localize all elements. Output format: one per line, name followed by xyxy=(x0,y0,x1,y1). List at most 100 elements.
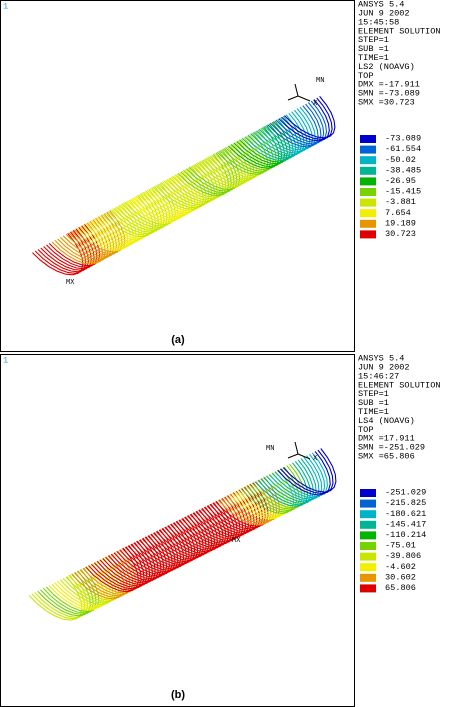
legend-value: -61.554 xyxy=(385,144,421,154)
fiber-line xyxy=(257,460,312,506)
info-line: JUN 9 2002 xyxy=(358,8,410,18)
fiber-line xyxy=(40,570,94,615)
legend-value: -251.029 xyxy=(385,488,426,498)
fiber-line xyxy=(122,529,176,574)
fiber-line xyxy=(93,543,148,588)
triad-axis xyxy=(297,95,311,102)
fiber-line xyxy=(229,475,283,520)
fiber-line xyxy=(105,537,159,583)
fiber-line xyxy=(144,517,199,563)
legend-value: 65.806 xyxy=(385,583,416,593)
info-line: ELEMENT SOLUTION xyxy=(358,380,441,390)
legend-swatch xyxy=(360,198,376,207)
legend-swatch xyxy=(360,177,376,186)
fiber-line xyxy=(90,544,145,590)
fiber-line xyxy=(153,513,207,559)
legend-value: -15.415 xyxy=(385,187,421,197)
fiber-line xyxy=(74,553,128,598)
fiber-line xyxy=(195,492,249,537)
fiber-line xyxy=(37,571,91,617)
info-line: TIME=1 xyxy=(358,407,389,417)
axis-label: X xyxy=(313,455,318,463)
legend-swatch xyxy=(360,156,376,165)
legend-swatch xyxy=(360,219,376,228)
fiber-line xyxy=(220,479,275,524)
viewport-number: 1 xyxy=(3,356,8,366)
fiber-line xyxy=(31,574,86,620)
fiber-line xyxy=(261,108,314,151)
fiber-line xyxy=(203,488,258,533)
fiber-line xyxy=(54,563,108,608)
info-line: JUN 9 2002 xyxy=(358,362,410,372)
info-line: ELEMENT SOLUTION xyxy=(358,26,441,36)
fiber-line xyxy=(263,458,317,503)
fiber-line xyxy=(175,502,230,547)
fiber-line xyxy=(62,559,117,604)
info-line: LS4 (NOAVG) xyxy=(358,416,415,426)
fiber-line xyxy=(172,503,227,549)
max-label: MX xyxy=(66,279,75,287)
fiber-line xyxy=(186,496,241,542)
plot-frame xyxy=(0,0,355,352)
fiber-line xyxy=(284,96,336,139)
fiber-line xyxy=(215,482,269,527)
legend-swatch xyxy=(360,563,376,572)
fiber-line xyxy=(79,550,134,596)
fiber-line xyxy=(102,539,156,584)
fiber-line xyxy=(65,557,120,603)
fiber-line xyxy=(226,476,280,522)
fiber-line xyxy=(28,576,83,621)
fiber-line xyxy=(76,552,131,597)
fiber-line xyxy=(119,530,173,576)
fiber-line xyxy=(237,470,292,516)
legend-value: -26.95 xyxy=(385,176,416,186)
min-label: MN xyxy=(266,445,274,453)
info-line: 15:45:58 xyxy=(358,17,399,27)
fiber-line xyxy=(260,459,314,505)
fiber-line xyxy=(232,473,286,519)
fiber-line xyxy=(127,526,182,571)
fiber-line xyxy=(43,569,97,614)
info-line: ANSYS 5.4 xyxy=(358,0,404,10)
legend-swatch xyxy=(360,552,376,561)
legend-value: 19.189 xyxy=(385,218,416,228)
fiber-line xyxy=(124,527,179,573)
fiber-line xyxy=(141,519,196,564)
fiber-line xyxy=(198,490,252,536)
triad-axis xyxy=(294,83,299,97)
legend-swatch xyxy=(360,499,376,508)
fiber-line xyxy=(110,534,165,580)
fiber-line xyxy=(113,533,168,578)
fiber-line xyxy=(251,463,306,509)
fiber-line xyxy=(258,109,311,153)
fiber-line xyxy=(267,105,319,148)
fiber-line xyxy=(85,547,139,593)
fiber-line xyxy=(158,510,213,556)
axis-label: X xyxy=(313,100,318,108)
fiber-line xyxy=(68,556,122,601)
triad-axis xyxy=(297,453,311,460)
fiber-line xyxy=(170,505,224,550)
fiber-line xyxy=(88,546,142,591)
fiber-line xyxy=(277,451,331,496)
info-line: SMX =30.723 xyxy=(358,97,415,107)
info-line: SUB =1 xyxy=(358,44,389,54)
viewport-number: 1 xyxy=(3,2,8,12)
fiber-line xyxy=(278,99,330,142)
triad-axis xyxy=(287,453,299,459)
fiber-line xyxy=(184,497,238,543)
fiber-line xyxy=(192,493,247,539)
fiber-line xyxy=(164,507,218,553)
fiber-line xyxy=(34,573,89,618)
fiber-line xyxy=(71,554,125,600)
max-label: MX xyxy=(232,537,241,545)
fiber-line xyxy=(243,468,297,513)
legend-value: 30.723 xyxy=(385,229,416,239)
fiber-line xyxy=(178,500,232,546)
legend-swatch xyxy=(360,531,376,540)
legend-swatch xyxy=(360,188,376,196)
fiber-line xyxy=(240,469,295,514)
